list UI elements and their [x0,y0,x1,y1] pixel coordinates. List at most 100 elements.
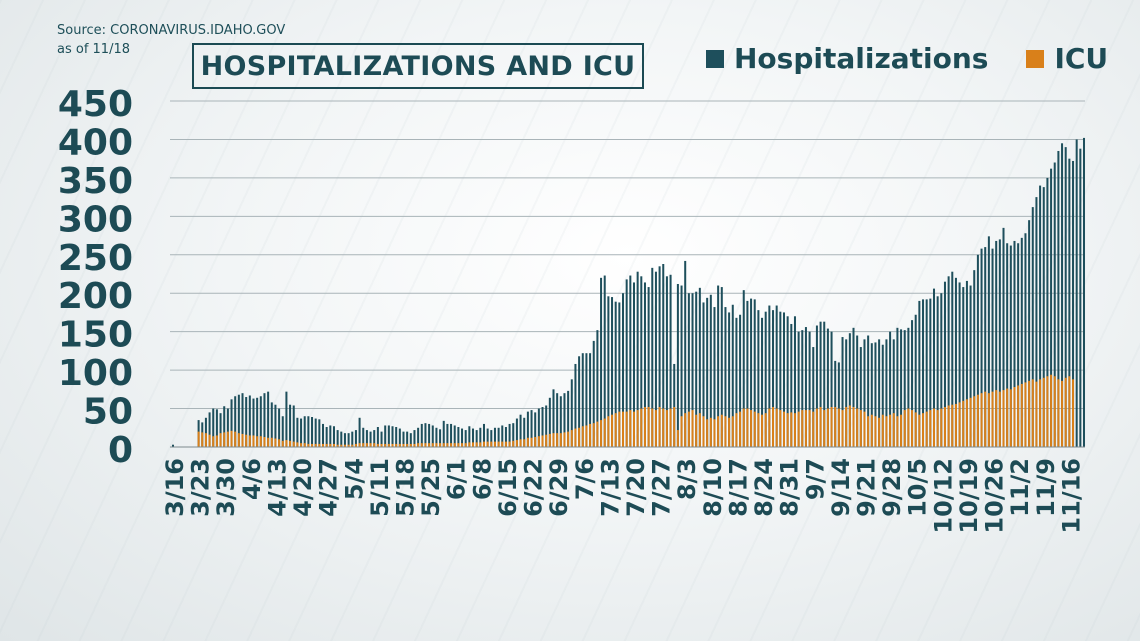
bar-icu [237,433,240,447]
bar-icu [728,417,731,447]
bar-hospitalizations [237,394,240,447]
bar-icu [984,391,987,447]
bar-icu [782,411,785,447]
bar-hospitalizations [790,323,793,447]
bar-hospitalizations [329,425,332,447]
bar-icu [267,437,270,447]
bar-icu [559,433,562,447]
x-tick-label: 8/3 [673,458,701,500]
bar-icu [717,416,720,447]
bar-icu [603,418,606,447]
bar-hospitalizations [223,406,226,447]
bar-icu [541,435,544,447]
bar-hospitalizations [903,330,906,447]
bar-hospitalizations [600,277,603,447]
bar-icu [585,425,588,447]
bar-icu [501,441,504,447]
bar-icu [790,412,793,447]
y-tick-label: 300 [58,199,133,240]
bar-hospitalizations [1024,233,1027,447]
bar-hospitalizations [526,411,529,447]
bar-icu [720,414,723,447]
bar-icu [530,437,533,447]
legend: Hospitalizations ICU [706,42,1108,75]
bar-hospitalizations [457,427,460,447]
bar-hospitalizations [369,431,372,447]
bar-hospitalizations [1079,148,1082,447]
bar-hospitalizations [234,396,237,447]
x-tick-label: 5/25 [417,458,445,517]
bar-icu [475,442,478,447]
bar-icu [812,411,815,447]
bar-hospitalizations [823,321,826,447]
bar-icu [365,443,368,447]
bar-icu [336,444,339,447]
y-tick-label: 50 [83,392,133,433]
bar-icu [1020,383,1023,447]
y-tick-label: 0 [108,430,133,471]
bar-icu [841,410,844,447]
bar-icu [611,414,614,447]
bar-icu [1057,379,1060,447]
bar-hospitalizations [548,397,551,447]
bar-hospitalizations [706,297,709,447]
bar-icu [991,391,994,447]
source-note: Source: CORONAVIRUS.IDAHO.GOV as of 11/1… [57,21,285,59]
bar-hospitalizations [607,296,610,447]
bar-hospitalizations [343,433,346,447]
bar-icu [278,439,281,447]
bar-hospitalizations [969,285,972,447]
bar-icu [775,408,778,447]
bar-icu [548,433,551,447]
bar-icu [354,443,357,447]
bar-icu [976,394,979,447]
y-tick-label: 150 [58,315,133,356]
bar-hospitalizations [724,307,727,447]
bar-icu [285,440,288,447]
bar-hospitalizations [578,356,581,447]
bar-hospitalizations [987,236,990,447]
bar-icu [248,435,251,447]
bar-icu [845,407,848,447]
bar-icu [870,414,873,447]
bar-icu [413,443,416,447]
bar-hospitalizations [995,240,998,447]
bar-hospitalizations [398,428,401,447]
bar-icu [435,443,438,447]
bar-hospitalizations [647,287,650,447]
x-tick-label: 5/4 [340,458,368,500]
bar-hospitalizations [278,408,281,447]
bar-hospitalizations [651,267,654,447]
bar-icu [940,408,943,447]
x-tick-label: 11/9 [1032,458,1060,517]
y-tick-label: 450 [58,84,133,125]
bar-icu [1064,377,1067,447]
bar-hospitalizations [1068,158,1071,447]
bar-icu [772,407,775,447]
bar-hospitalizations [559,396,562,447]
bar-icu [625,411,628,447]
bar-icu [647,407,650,447]
bar-hospitalizations [292,405,295,447]
x-tick-label: 5/18 [391,458,419,517]
bar-hospitalizations [954,277,957,447]
bar-hospitalizations [519,414,522,447]
bar-hospitalizations [830,331,833,447]
bar-hospitalizations [332,426,335,447]
bar-icu [874,416,877,447]
bar-hospitalizations [351,431,354,447]
bar-hospitalizations [1050,168,1053,447]
bar-hospitalizations [614,301,617,447]
bar-icu [340,444,343,447]
bar-icu [903,410,906,447]
bar-hospitalizations [976,254,979,447]
bar-icu [669,408,672,447]
bar-icu [702,416,705,447]
bar-hospitalizations [1028,220,1031,447]
x-tick-label: 11/16 [1057,458,1085,534]
bar-icu [969,397,972,447]
bar-hospitalizations [867,335,870,447]
bar-icu [256,436,259,447]
x-tick-label: 10/5 [904,458,932,517]
bar-hospitalizations [622,293,625,447]
